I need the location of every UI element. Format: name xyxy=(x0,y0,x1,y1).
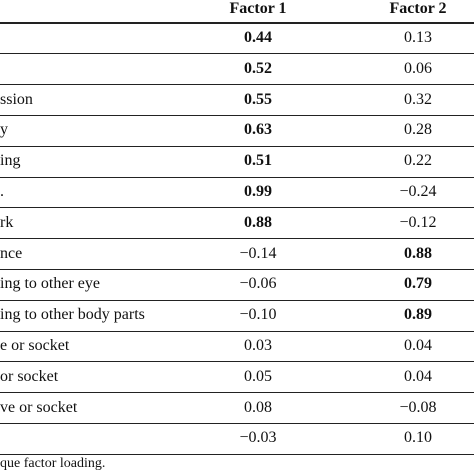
factor-1-value: 0.08 xyxy=(244,398,272,416)
row-rule xyxy=(0,84,474,86)
factor-1-value: 0.88 xyxy=(244,213,272,231)
factor-1-value: 0.03 xyxy=(244,337,272,354)
factor-1-value: −0.14 xyxy=(239,244,277,262)
factor-1-value: −0.06 xyxy=(239,275,277,293)
factor-2-value: 0.89 xyxy=(404,306,432,324)
factor-2-value: 0.13 xyxy=(404,29,432,46)
column-header: Factor 2 xyxy=(389,0,447,17)
factor-1-value: 0.99 xyxy=(244,183,272,200)
factor-1-value: −0.10 xyxy=(239,306,277,324)
row-label: . xyxy=(0,183,4,200)
row-label: ssion xyxy=(0,90,33,108)
row-label: or socket xyxy=(0,367,59,385)
row-rule xyxy=(0,114,474,116)
factor-2-value: −0.24 xyxy=(399,183,437,200)
factor-2-value: 0.04 xyxy=(404,367,432,385)
row-rule xyxy=(0,392,474,394)
factor-2-value: 0.79 xyxy=(404,275,432,293)
factor-2-value: −0.12 xyxy=(399,213,437,231)
row-rule xyxy=(0,145,474,147)
row-label: nce xyxy=(0,244,23,262)
row-rule xyxy=(0,238,474,240)
row-rule xyxy=(0,299,474,301)
row-rule xyxy=(0,361,474,363)
row-label: ing to other body parts xyxy=(0,306,145,324)
factor-2-value: −0.08 xyxy=(399,398,437,416)
row-rule xyxy=(0,207,474,209)
header-rule xyxy=(0,22,474,24)
row-label: ve or socket xyxy=(0,398,78,416)
row-rule xyxy=(0,330,474,332)
row-label: y xyxy=(0,121,8,139)
factor-1-value: 0.51 xyxy=(244,152,272,170)
row-rule xyxy=(0,422,474,424)
factor-1-value: 0.05 xyxy=(244,367,272,385)
column-header: Factor 1 xyxy=(229,0,287,17)
factor-2-value: 0.10 xyxy=(404,429,432,447)
factor-1-value: 0.55 xyxy=(244,90,272,108)
factor-1-value: 0.52 xyxy=(244,59,272,77)
factor-1-value: 0.44 xyxy=(244,29,272,46)
row-label: ing to other eye xyxy=(0,275,100,293)
factor-1-value: 0.63 xyxy=(244,121,272,139)
factor-2-value: 0.32 xyxy=(404,90,432,108)
factor-2-value: 0.04 xyxy=(404,337,432,354)
row-label: e or socket xyxy=(0,337,70,354)
factor-1-value: −0.03 xyxy=(239,429,277,447)
row-rule xyxy=(0,176,474,178)
factor-2-value: 0.88 xyxy=(404,244,432,262)
row-label: rk xyxy=(0,213,14,231)
row-rule xyxy=(0,53,474,55)
factor-2-value: 0.28 xyxy=(404,121,432,139)
factor-2-value: 0.06 xyxy=(404,59,432,77)
footnote: que factor loading. xyxy=(0,456,106,471)
bottom-rule xyxy=(0,453,474,456)
factor-2-value: 0.22 xyxy=(404,152,432,170)
row-label: ing xyxy=(0,152,21,170)
row-rule xyxy=(0,268,474,270)
